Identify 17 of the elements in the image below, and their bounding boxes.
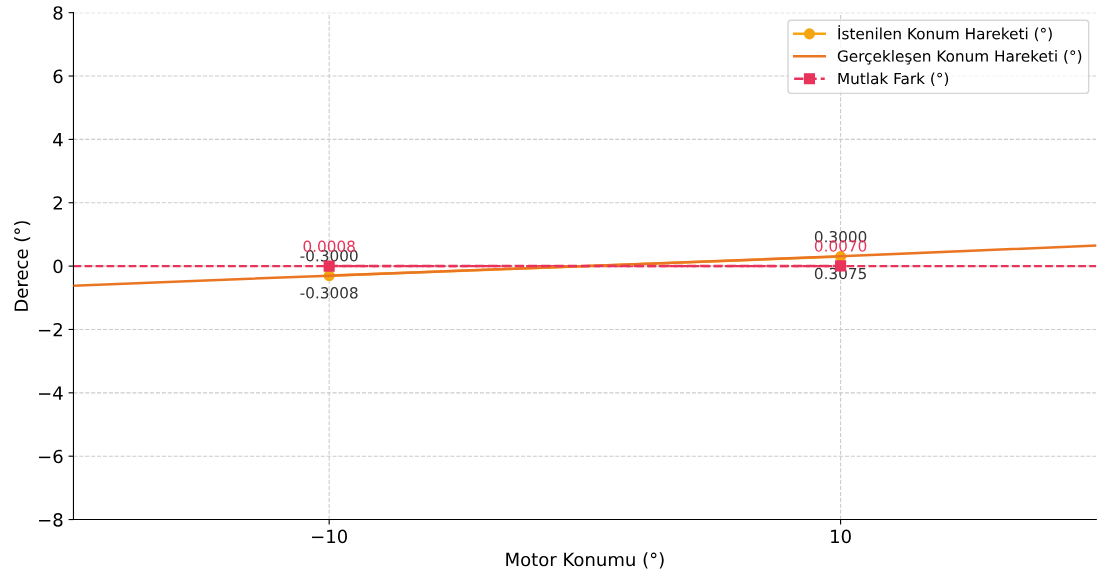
- y-tick-label: −6: [39, 449, 63, 464]
- data-label: -0.3008: [300, 287, 358, 299]
- y-axis-title: Derece (°): [14, 221, 31, 311]
- y-tick-label: 4: [53, 133, 63, 147]
- y-tick-label: −8: [39, 513, 63, 527]
- legend-label: Gerçekleşen Konum Hareketi (°): [837, 50, 1082, 65]
- y-tick-label: −2: [39, 322, 62, 337]
- y-tick-label: −4: [39, 386, 63, 400]
- x-tick-label: 10: [831, 529, 851, 544]
- y-tick-label: 0: [53, 259, 63, 274]
- legend-label: İstenilen Konum Hareketi (°): [838, 25, 1052, 42]
- legend-label: Mutlak Fark (°): [838, 72, 949, 87]
- x-tick-label: −10: [312, 529, 348, 544]
- x-axis-title: Motor Konumu (°): [506, 552, 664, 569]
- y-tick-label: 8: [53, 6, 63, 20]
- y-tick-label: 6: [53, 69, 63, 84]
- y-tick-label: 2: [53, 196, 62, 210]
